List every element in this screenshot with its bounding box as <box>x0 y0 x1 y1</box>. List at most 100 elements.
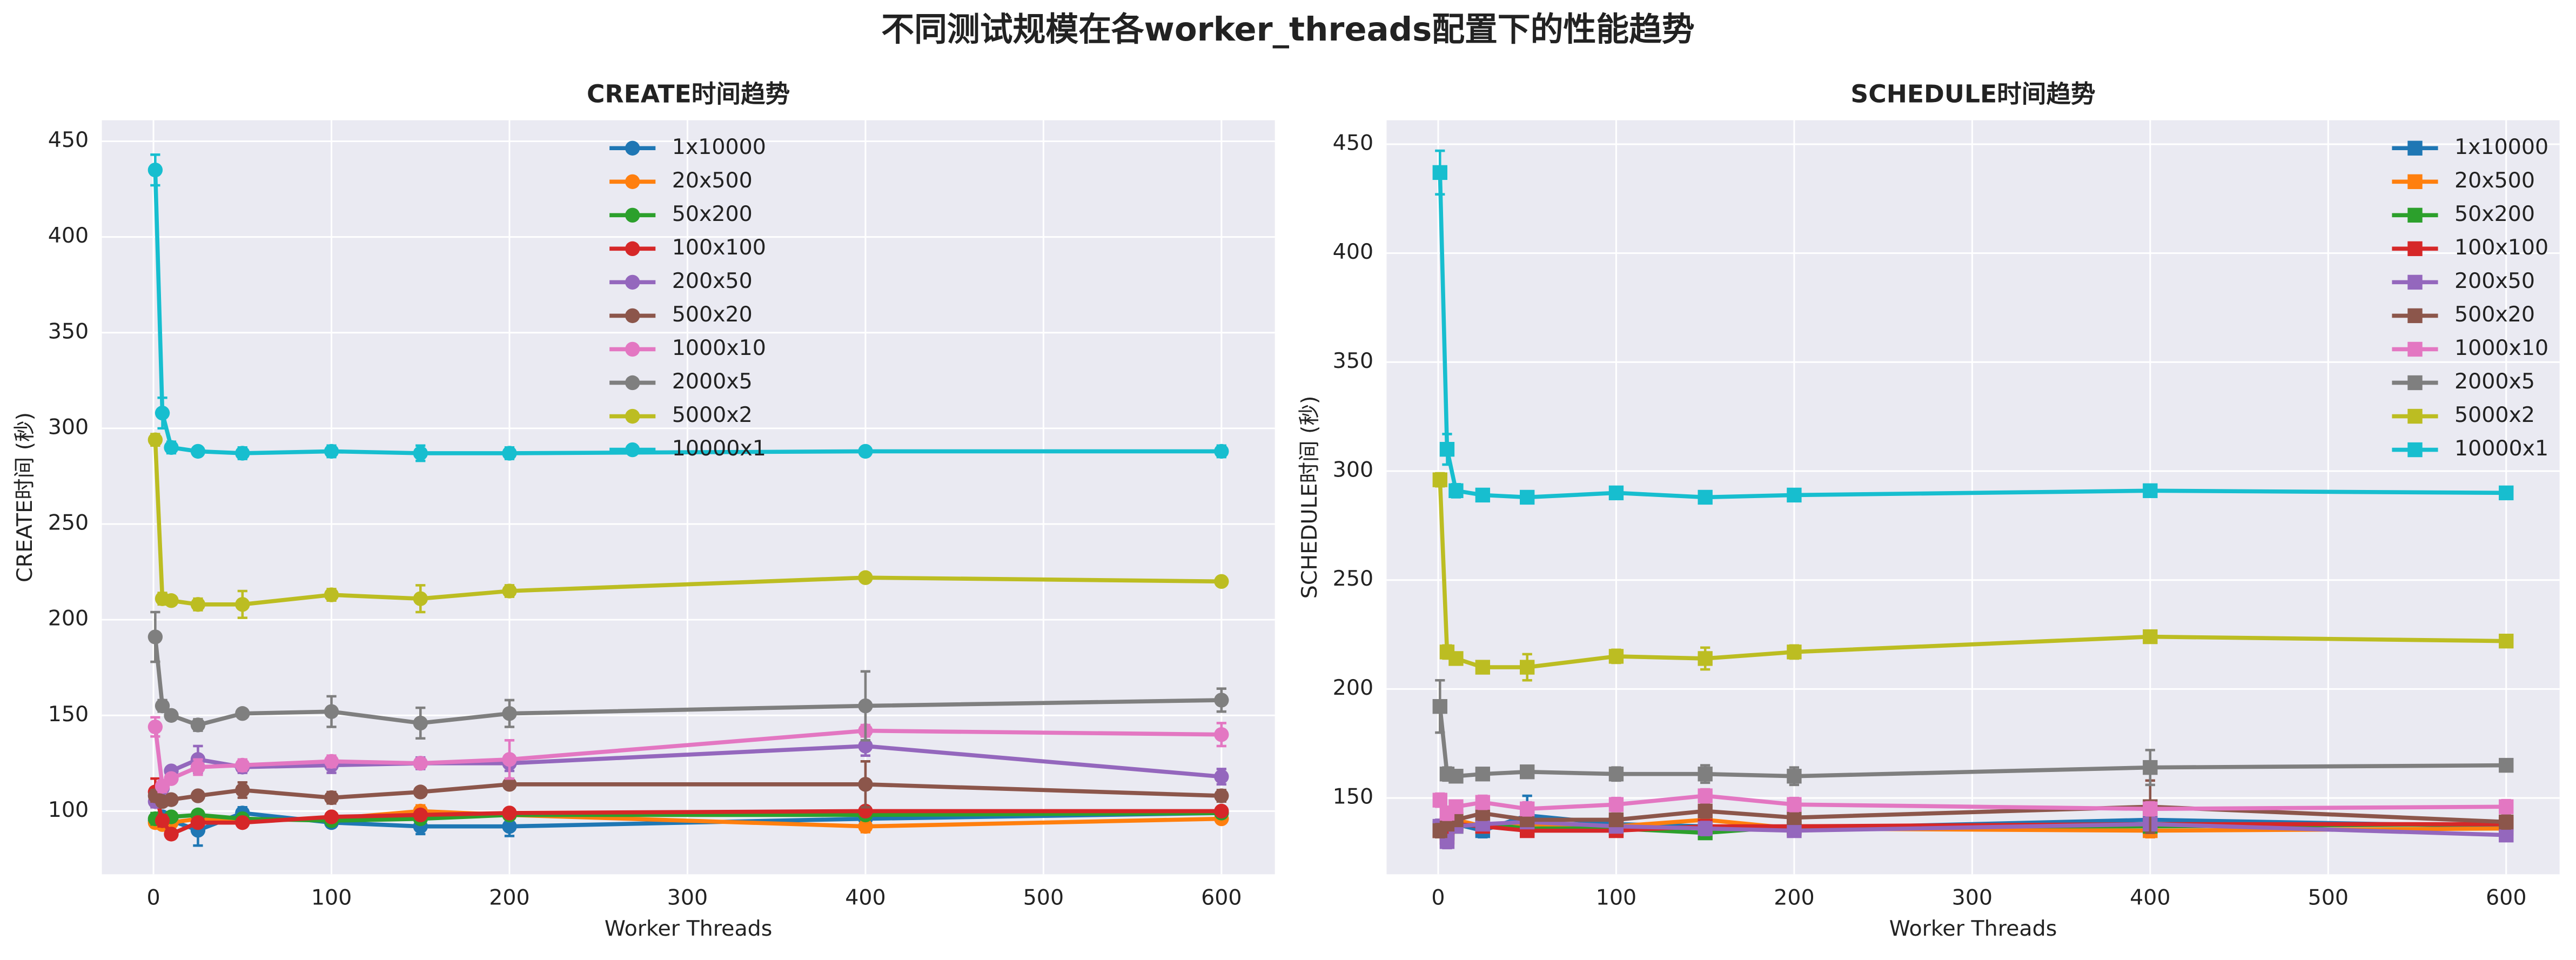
y-tick-label: 250 <box>1333 566 1373 591</box>
marker <box>1787 823 1802 838</box>
y-tick-label: 250 <box>48 511 89 535</box>
marker <box>1608 485 1624 501</box>
marker <box>1698 803 1713 818</box>
x-axis-label: Worker Threads <box>605 916 773 941</box>
marker <box>235 815 250 830</box>
marker <box>2499 799 2514 814</box>
marker <box>502 777 517 792</box>
marker <box>2407 174 2423 189</box>
marker <box>324 704 339 719</box>
legend-label: 1000x10 <box>672 335 766 360</box>
marker <box>2499 828 2514 843</box>
marker <box>1214 788 1229 803</box>
marker <box>625 140 640 156</box>
x-tick-label: 400 <box>845 885 886 910</box>
marker <box>2499 757 2514 773</box>
marker <box>324 809 339 824</box>
marker <box>164 440 179 455</box>
marker <box>164 792 179 807</box>
marker <box>858 698 873 714</box>
marker <box>1214 444 1229 459</box>
marker <box>2407 140 2423 156</box>
y-tick-label: 450 <box>1333 130 1373 155</box>
marker <box>190 717 206 733</box>
marker <box>502 819 517 834</box>
marker <box>1432 699 1447 714</box>
x-tick-label: 0 <box>1431 885 1445 910</box>
marker <box>190 815 206 830</box>
marker <box>1520 489 1535 505</box>
legend-label: 200x50 <box>672 268 753 293</box>
marker <box>625 241 640 257</box>
marker <box>2407 375 2423 391</box>
marker <box>324 754 339 769</box>
series-line <box>1438 172 2506 500</box>
legend-label: 200x50 <box>2454 268 2535 293</box>
y-tick-label: 200 <box>48 606 89 631</box>
chart-title: SCHEDULE时间趋势 <box>1850 79 2095 108</box>
marker <box>147 432 163 447</box>
marker <box>1698 489 1713 505</box>
marker <box>1520 764 1535 780</box>
marker <box>155 405 170 421</box>
marker <box>858 444 873 459</box>
marker <box>502 805 517 821</box>
x-tick-label: 500 <box>1023 885 1064 910</box>
marker <box>190 444 206 459</box>
marker <box>147 719 163 735</box>
marker <box>1214 727 1229 742</box>
marker <box>155 698 170 714</box>
marker <box>1608 767 1624 782</box>
marker <box>2143 801 2158 816</box>
x-tick-label: 600 <box>1201 885 1242 910</box>
legend-label: 50x200 <box>2454 202 2535 226</box>
marker <box>2407 308 2423 324</box>
x-tick-label: 200 <box>1774 885 1814 910</box>
y-tick-label: 400 <box>48 223 89 248</box>
legend-label: 10000x1 <box>2454 436 2548 461</box>
marker <box>164 827 179 842</box>
marker <box>1448 769 1464 784</box>
marker <box>502 583 517 599</box>
marker <box>1698 767 1713 782</box>
legend-label: 20x500 <box>2454 168 2535 193</box>
x-axis-label: Worker Threads <box>1889 916 2057 941</box>
marker <box>413 715 428 731</box>
chart-title: CREATE时间趋势 <box>587 79 790 108</box>
marker <box>164 593 179 608</box>
marker <box>1475 660 1491 675</box>
marker <box>2407 442 2423 458</box>
legend-label: 100x100 <box>672 235 766 260</box>
x-tick-label: 0 <box>146 885 160 910</box>
marker <box>2143 760 2158 775</box>
marker <box>2499 633 2514 649</box>
marker <box>858 570 873 585</box>
legend-label: 500x20 <box>2454 302 2535 327</box>
marker <box>413 784 428 800</box>
marker <box>2143 483 2158 499</box>
marker <box>235 757 250 773</box>
marker <box>155 813 170 828</box>
legend-label: 50x200 <box>672 202 753 226</box>
y-tick-label: 150 <box>1333 784 1373 809</box>
marker <box>1608 797 1624 812</box>
marker <box>190 597 206 612</box>
marker <box>1787 769 1802 784</box>
x-tick-label: 100 <box>1596 885 1636 910</box>
y-axis-label: CREATE时间 (秒) <box>12 412 37 582</box>
marker <box>1432 165 1447 180</box>
marker <box>2407 408 2423 424</box>
marker <box>1448 651 1464 666</box>
x-tick-label: 200 <box>489 885 529 910</box>
x-tick-label: 600 <box>2486 885 2526 910</box>
y-tick-label: 300 <box>48 414 89 439</box>
marker <box>235 446 250 461</box>
marker <box>625 308 640 324</box>
y-tick-label: 200 <box>1333 675 1373 700</box>
marker <box>625 408 640 424</box>
marker <box>190 760 206 775</box>
y-axis-label: SCHEDULE时间 (秒) <box>1297 396 1322 599</box>
x-tick-label: 100 <box>311 885 352 910</box>
marker <box>1698 651 1713 666</box>
